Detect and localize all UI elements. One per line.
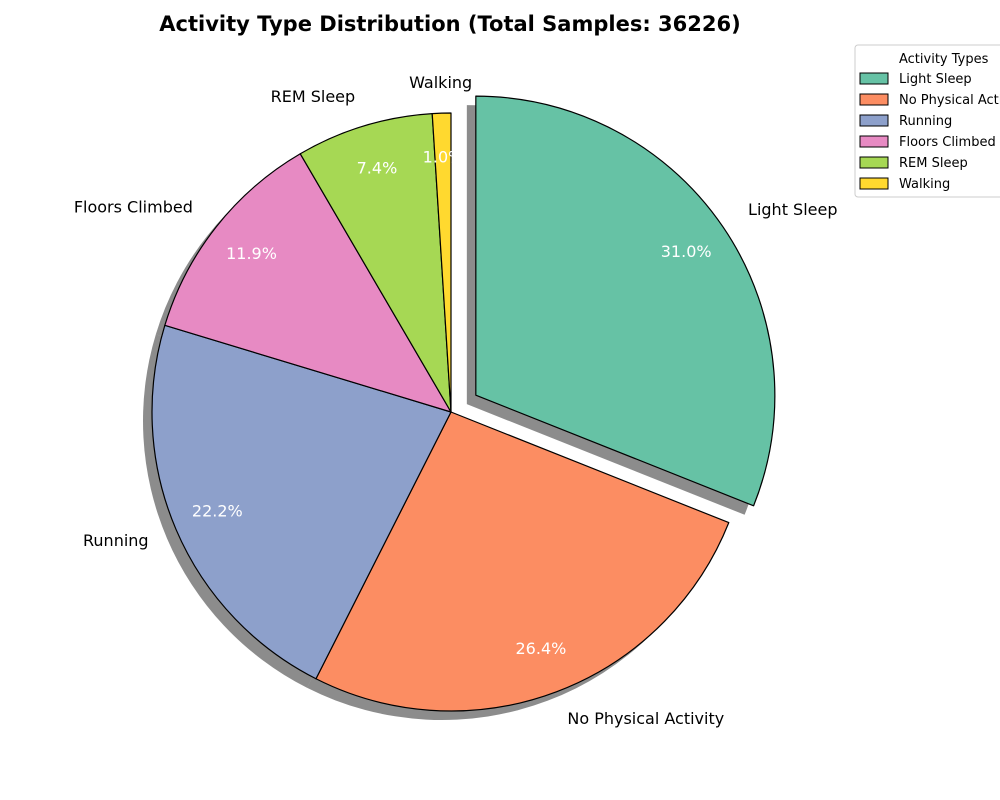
- legend-label-walking: Walking: [899, 177, 950, 192]
- slice-label-running: Running: [83, 531, 149, 550]
- legend-items: Light Sleep No Physical Activity Running Fl…: [859, 72, 1000, 192]
- slice-percent-walking: 1.0%: [423, 147, 464, 166]
- legend-label-no-physical-activity: No Physical Activity: [899, 93, 1000, 108]
- slice-percent-floors-climbed: 11.9%: [226, 244, 277, 263]
- slice-percent-running: 22.2%: [192, 501, 243, 520]
- legend-title: Activity Types: [899, 52, 989, 67]
- chart-title: Activity Type Distribution (Total Sample…: [159, 12, 740, 36]
- legend-label-floors-climbed: Floors Climbed: [899, 135, 996, 150]
- legend-swatch-walking: [859, 177, 889, 190]
- slice-percent-no-physical-activity: 26.4%: [516, 639, 567, 658]
- slice-rem-sleep: [299, 112, 452, 413]
- legend-label-running: Running: [899, 114, 952, 129]
- legend-swatch-rem-sleep: [859, 156, 889, 169]
- slice-label-floors-climbed: Floors Climbed: [74, 198, 193, 217]
- slice-light-sleep: [475, 95, 776, 507]
- legend-label-rem-sleep: REM Sleep: [899, 156, 968, 171]
- slice-no-physical-activity: [315, 411, 730, 712]
- legend-swatch-floors-climbed: [859, 135, 889, 148]
- slice-label-no-physical-activity: No Physical Activity: [567, 709, 724, 728]
- pie-label-layer: Light Sleep 31.0% No Physical Activity 26.4…: [74, 73, 838, 728]
- legend-frame: [854, 44, 1000, 198]
- slice-walking: [431, 112, 452, 413]
- slice-percent-rem-sleep: 7.4%: [357, 158, 398, 177]
- legend-swatch-light-sleep: [859, 72, 889, 85]
- slice-label-rem-sleep: REM Sleep: [271, 87, 356, 106]
- slice-label-light-sleep: Light Sleep: [748, 200, 837, 219]
- legend-label-light-sleep: Light Sleep: [899, 72, 972, 87]
- slice-running: [151, 324, 452, 680]
- slice-percent-light-sleep: 31.0%: [661, 242, 712, 261]
- pie-slice-layer: [151, 95, 776, 712]
- legend: Activity Types Light Sleep No Physical Ac…: [854, 44, 1000, 198]
- slice-floors-climbed: [164, 153, 452, 413]
- slice-label-walking: Walking: [409, 73, 472, 92]
- legend-swatch-running: [859, 114, 889, 127]
- legend-swatch-no-physical-activity: [859, 93, 889, 106]
